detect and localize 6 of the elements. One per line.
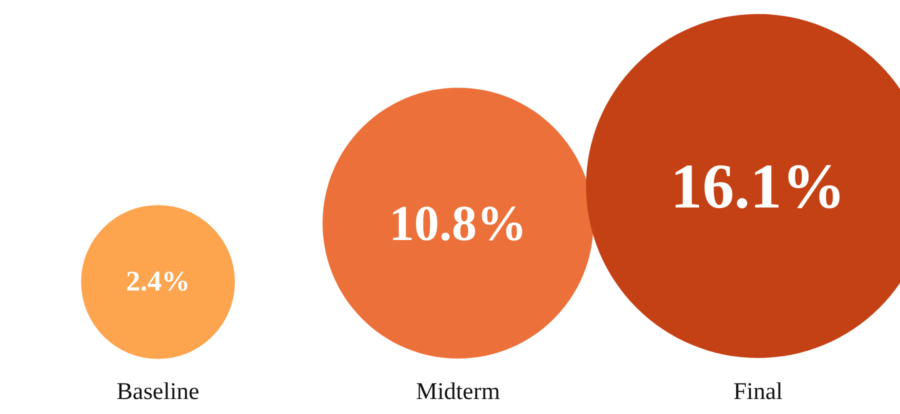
data-label: 2.4% <box>126 266 190 298</box>
data-label: 10.8% <box>389 195 527 252</box>
x-tick-label: Baseline <box>116 379 200 406</box>
x-tick-label: Final <box>733 379 783 406</box>
x-tick-label: Midterm <box>416 379 500 406</box>
data-label: 16.1% <box>670 150 846 222</box>
